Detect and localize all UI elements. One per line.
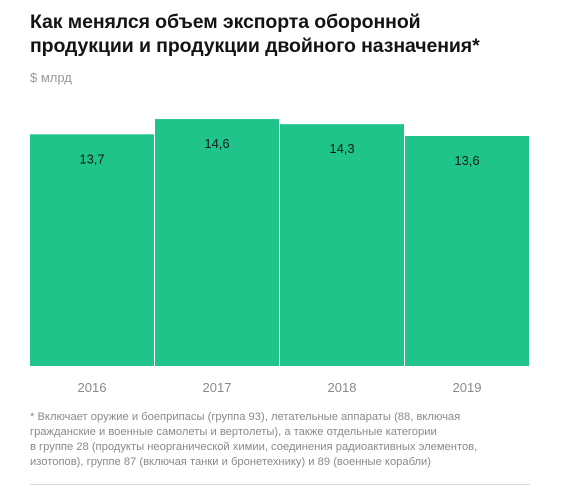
data-label-2018: 14,3 <box>329 141 354 156</box>
footnote: * Включает оружие и боеприпасы (группа 9… <box>30 410 550 470</box>
data-label-2019: 13,6 <box>454 153 479 168</box>
data-label-2016: 13,7 <box>79 151 104 166</box>
chart-title-line-1: Как менялся объем экспорта оборонной <box>30 11 421 33</box>
x-tick-2017: 2017 <box>203 380 232 395</box>
bar-2018 <box>280 124 404 367</box>
bar-2019 <box>405 135 529 366</box>
bar-2016 <box>30 134 154 366</box>
footnote-line-1: * Включает оружие и боеприпасы (группа 9… <box>30 411 461 423</box>
footnote-line-2: гражданские и военные самолеты и вертоле… <box>30 426 437 438</box>
footnote-line-3: в группе 28 (продукты неорганической хим… <box>30 441 478 453</box>
x-tick-2018: 2018 <box>328 380 357 395</box>
chart-title: Как менялся объем экспорта оборонной про… <box>30 10 550 58</box>
bar-2017 <box>155 119 279 366</box>
x-tick-2019: 2019 <box>453 380 482 395</box>
chart-title-line-2: продукции и продукции двойного назначени… <box>30 35 480 57</box>
data-label-2017: 14,6 <box>204 136 229 151</box>
unit-label: $ млрд <box>30 70 72 85</box>
x-tick-2016: 2016 <box>78 380 107 395</box>
bottom-divider <box>30 484 530 485</box>
footnote-line-4: изотопов), группе 87 (включая танки и бр… <box>30 456 432 468</box>
